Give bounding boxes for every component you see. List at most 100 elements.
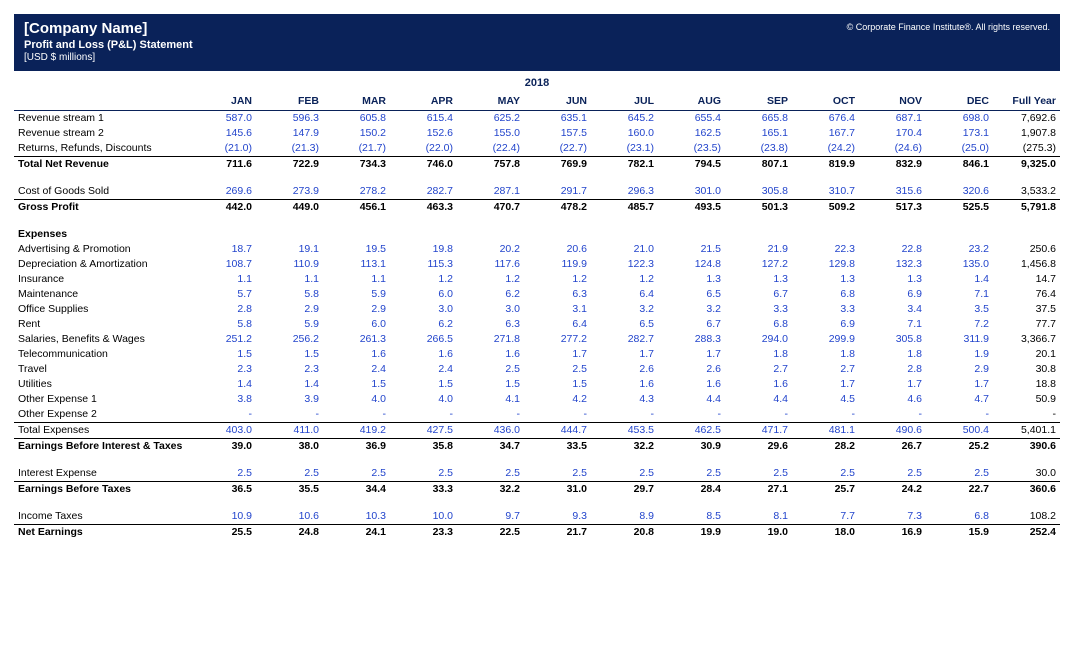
cell-value: 1.6 (457, 347, 524, 362)
cell-value: (275.3) (993, 141, 1060, 157)
cell-value: 625.2 (457, 110, 524, 126)
cell-value: 2.5 (926, 466, 993, 482)
cell-value: 24.8 (256, 524, 323, 540)
cell-value: 6.2 (457, 287, 524, 302)
cell-value: 1.5 (524, 377, 591, 392)
cell-value: 6.4 (591, 287, 658, 302)
cell-value: 411.0 (256, 422, 323, 438)
cell-value: 305.8 (725, 184, 792, 200)
cell-value: 127.2 (725, 257, 792, 272)
cell-value: 147.9 (256, 126, 323, 141)
cell-value: 1.6 (725, 377, 792, 392)
cell-value: 4.4 (658, 392, 725, 407)
cell-value: 6.5 (591, 317, 658, 332)
cell-value: 1.7 (792, 377, 859, 392)
column-header-row: JANFEBMARAPRMAYJUNJULAUGSEPOCTNOVDECFull… (14, 93, 1060, 110)
cell-value: 6.3 (524, 287, 591, 302)
line-item-row: Revenue stream 1587.0596.3605.8615.4625.… (14, 110, 1060, 126)
cell-value: 50.9 (993, 392, 1060, 407)
row-label: Gross Profit (14, 199, 189, 215)
spacer-row (14, 497, 1060, 509)
cell-value: - (390, 407, 457, 423)
cell-value: 117.6 (457, 257, 524, 272)
cell-value: 5.8 (189, 317, 256, 332)
cell-value: 1.8 (725, 347, 792, 362)
cell-value: 746.0 (390, 156, 457, 172)
line-item-row: Maintenance5.75.85.96.06.26.36.46.56.76.… (14, 287, 1060, 302)
cell-value: 1.7 (524, 347, 591, 362)
cell-value: - (591, 407, 658, 423)
column-header-sep: SEP (725, 93, 792, 110)
cell-value: 5.9 (323, 287, 390, 302)
cell-value: 14.7 (993, 272, 1060, 287)
row-label: Interest Expense (14, 466, 189, 482)
column-header-jan: JAN (189, 93, 256, 110)
cell-value: 471.7 (725, 422, 792, 438)
cell-value: 25.7 (792, 481, 859, 497)
row-label: Insurance (14, 272, 189, 287)
line-item-row: Insurance1.11.11.11.21.21.21.21.31.31.31… (14, 272, 1060, 287)
line-item-row: Travel2.32.32.42.42.52.52.62.62.72.72.82… (14, 362, 1060, 377)
cell-value: 4.1 (457, 392, 524, 407)
row-label: Maintenance (14, 287, 189, 302)
cell-value: 2.5 (256, 466, 323, 482)
row-label: Travel (14, 362, 189, 377)
cell-value: 6.0 (390, 287, 457, 302)
line-item-row: Interest Expense2.52.52.52.52.52.52.52.5… (14, 466, 1060, 482)
cell-value: 124.8 (658, 257, 725, 272)
cell-value: 299.9 (792, 332, 859, 347)
line-item-row: Rent5.85.96.06.26.36.46.56.76.86.97.17.2… (14, 317, 1060, 332)
cell-value: 135.0 (926, 257, 993, 272)
cell-value: 1.7 (926, 377, 993, 392)
pl-statement-body: Revenue stream 1587.0596.3605.8615.4625.… (14, 110, 1060, 540)
cell-value: 32.2 (591, 438, 658, 454)
cell-value: 36.5 (189, 481, 256, 497)
cell-value: 769.9 (524, 156, 591, 172)
cell-value: 122.3 (591, 257, 658, 272)
cell-value: 170.4 (859, 126, 926, 141)
cell-value: 509.2 (792, 199, 859, 215)
cell-value: 6.2 (390, 317, 457, 332)
cell-value: 26.7 (859, 438, 926, 454)
cell-value: 419.2 (323, 422, 390, 438)
cell-value: 3,533.2 (993, 184, 1060, 200)
cell-value: 21.5 (658, 242, 725, 257)
cell-value: 22.8 (859, 242, 926, 257)
cell-value: 2.5 (792, 466, 859, 482)
cell-value: 132.3 (859, 257, 926, 272)
cell-value: (21.7) (323, 141, 390, 157)
row-label: Depreciation & Amortization (14, 257, 189, 272)
cell-value: 24.2 (859, 481, 926, 497)
cell-value: 807.1 (725, 156, 792, 172)
cell-value: 30.8 (993, 362, 1060, 377)
cell-value: 271.8 (457, 332, 524, 347)
cell-value: - (725, 407, 792, 423)
report-header: [Company Name] Profit and Loss (P&L) Sta… (14, 14, 1060, 71)
cell-value: 3.3 (792, 302, 859, 317)
cell-value: 1,907.8 (993, 126, 1060, 141)
cell-value: 2.5 (457, 362, 524, 377)
cell-value: 18.7 (189, 242, 256, 257)
cell-value: - (457, 407, 524, 423)
cell-value: 145.6 (189, 126, 256, 141)
total-row: Gross Profit442.0449.0456.1463.3470.7478… (14, 199, 1060, 215)
cell-value: 7,692.6 (993, 110, 1060, 126)
cell-value: 21.0 (591, 242, 658, 257)
cell-value: 18.8 (993, 377, 1060, 392)
cell-value: 2.9 (926, 362, 993, 377)
cell-value: (22.0) (390, 141, 457, 157)
cell-value: 501.3 (725, 199, 792, 215)
cell-value: 734.3 (323, 156, 390, 172)
cell-value: 305.8 (859, 332, 926, 347)
cell-value: 1.3 (792, 272, 859, 287)
cell-value: 794.5 (658, 156, 725, 172)
cell-value: 6.8 (792, 287, 859, 302)
cell-value: 165.1 (725, 126, 792, 141)
cell-value: 8.5 (658, 509, 725, 525)
line-item-row: Other Expense 13.83.94.04.04.14.24.34.44… (14, 392, 1060, 407)
cell-value: 27.1 (725, 481, 792, 497)
cell-value: 19.1 (256, 242, 323, 257)
cell-value: 19.9 (658, 524, 725, 540)
total-row: Net Earnings25.524.824.123.322.521.720.8… (14, 524, 1060, 540)
cell-value: 251.2 (189, 332, 256, 347)
